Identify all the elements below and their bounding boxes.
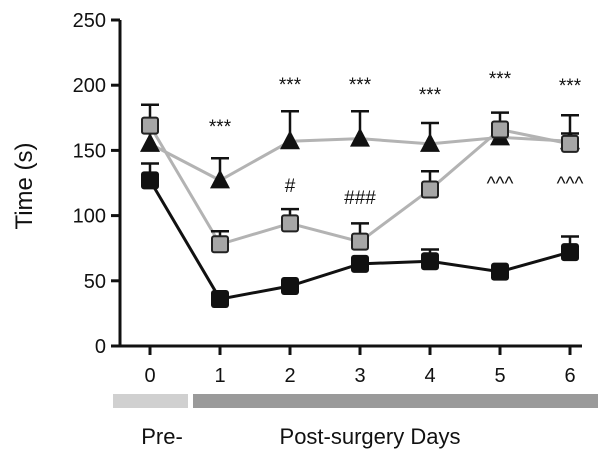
x-tick-label: 3 <box>354 365 365 387</box>
square-marker-black <box>351 254 369 273</box>
triangle-marker <box>420 132 440 152</box>
annotation-top: *** <box>489 69 512 90</box>
triangle-marker <box>350 127 370 147</box>
x-tick-label: 2 <box>284 365 295 387</box>
axes: 0 50 100 150 200 250 0 1 2 3 4 5 6 <box>73 10 582 387</box>
significance-annotations: ****** *** ****** ***####^^^ ^^^ <box>209 69 584 209</box>
triangle-marker <box>210 169 230 189</box>
square-marker-grey <box>421 180 439 199</box>
x-tick-label: 1 <box>214 365 225 387</box>
annotation-middle: ### <box>344 188 376 209</box>
square-marker-grey <box>141 116 159 135</box>
square-marker-black <box>141 171 159 190</box>
square-marker-black <box>281 277 299 296</box>
data-markers <box>140 116 580 309</box>
period-bar <box>113 394 188 408</box>
square-marker-black <box>211 290 229 309</box>
y-tick-label: 150 <box>73 140 106 162</box>
square-marker-black <box>561 243 579 262</box>
x-tick-label: 4 <box>424 365 435 387</box>
y-axis-title: Time (s) <box>11 142 38 229</box>
square-marker-black <box>421 252 439 271</box>
square-marker-grey <box>211 235 229 254</box>
period-label: Pre- <box>141 424 183 449</box>
triangle-marker <box>280 130 300 150</box>
square-marker-black <box>491 262 509 281</box>
y-tick-label: 0 <box>95 336 106 358</box>
square-marker-grey <box>281 214 299 233</box>
y-tick-label: 50 <box>84 271 106 293</box>
square-marker-grey <box>351 232 369 251</box>
annotation-top: *** <box>559 76 582 97</box>
x-tick-label: 5 <box>494 365 505 387</box>
annotation-top: *** <box>209 117 232 138</box>
y-tick-label: 250 <box>73 10 106 32</box>
x-tick-label: 6 <box>564 365 575 387</box>
y-tick-label: 100 <box>73 206 106 228</box>
annotation-middle: ^^^ <box>487 174 514 195</box>
annotation-top: *** <box>279 75 302 96</box>
period-label: Post-surgery Days <box>280 424 461 449</box>
annotation-top: *** <box>349 75 372 96</box>
y-tick-label: 200 <box>73 75 106 97</box>
period-bar <box>193 394 598 408</box>
period-bars: Pre- Post-surgery Days <box>113 394 598 449</box>
triangle-marker <box>140 132 160 152</box>
x-tick-label: 0 <box>144 365 155 387</box>
square-marker-grey <box>561 134 579 153</box>
square-marker-grey <box>491 120 509 139</box>
annotation-middle: ^^^ <box>557 174 584 195</box>
annotation-middle: # <box>285 176 296 197</box>
annotation-top: *** <box>419 85 442 106</box>
